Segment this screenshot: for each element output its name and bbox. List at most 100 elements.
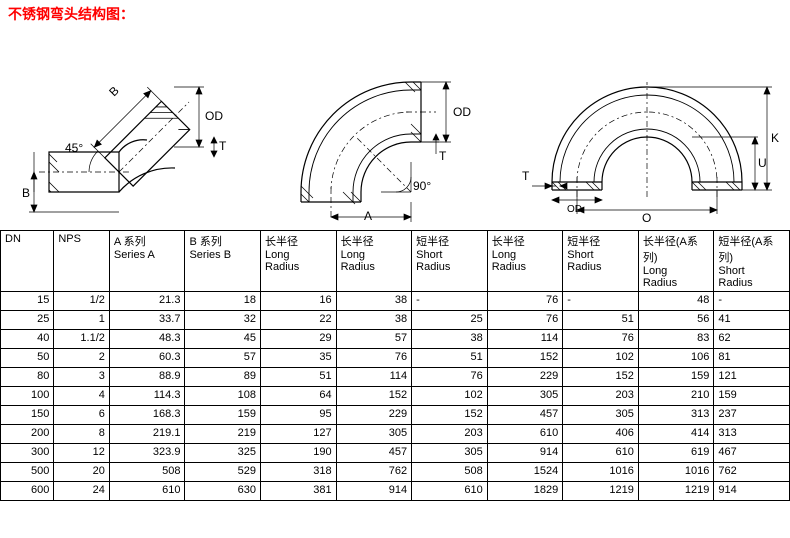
- cell: 610: [487, 425, 563, 444]
- cell: 80: [1, 368, 54, 387]
- cell: 40: [1, 330, 54, 349]
- cell: 25: [412, 311, 488, 330]
- cell: 500: [1, 463, 54, 482]
- label-45deg: 45°: [65, 141, 83, 155]
- cell: 12: [54, 444, 110, 463]
- return-180-svg: T OD O U K: [512, 42, 782, 222]
- table-row: 50020508529318762508152410161016762: [1, 463, 790, 482]
- label-u: U: [758, 156, 767, 170]
- cell: 323.9: [109, 444, 185, 463]
- label-b-top: B: [106, 84, 122, 100]
- cell: 121: [714, 368, 790, 387]
- cell: 325: [185, 444, 261, 463]
- cell: 152: [336, 387, 412, 406]
- table-head: DNNPSA 系列Series AB 系列Series B长半径LongRadi…: [1, 231, 790, 292]
- cell: 762: [336, 463, 412, 482]
- cell: 508: [109, 463, 185, 482]
- cell: 83: [638, 330, 714, 349]
- cell: 610: [109, 482, 185, 501]
- table-row: 1506168.315995229152457305313237: [1, 406, 790, 425]
- dimension-table: DNNPSA 系列Series AB 系列Series B长半径LongRadi…: [0, 230, 790, 501]
- cell: 76: [487, 311, 563, 330]
- cell: -: [714, 292, 790, 311]
- cell: 159: [714, 387, 790, 406]
- cell: 32: [185, 311, 261, 330]
- label-od-2: OD: [453, 105, 471, 119]
- cell: 38: [336, 311, 412, 330]
- label-od-3: OD: [567, 204, 582, 215]
- cell: 210: [638, 387, 714, 406]
- col-header-0: DN: [1, 231, 54, 292]
- cell: 35: [261, 349, 337, 368]
- cell: 1524: [487, 463, 563, 482]
- cell: 76: [487, 292, 563, 311]
- label-t-1: T: [219, 139, 227, 153]
- cell: 22: [261, 311, 337, 330]
- label-od-1: OD: [205, 109, 223, 123]
- cell: 57: [185, 349, 261, 368]
- cell: 914: [487, 444, 563, 463]
- cell: 305: [412, 444, 488, 463]
- cell: 48: [638, 292, 714, 311]
- cell: 38: [336, 292, 412, 311]
- cell: 38: [412, 330, 488, 349]
- cell: 106: [638, 349, 714, 368]
- cell: 508: [412, 463, 488, 482]
- cell: 406: [563, 425, 639, 444]
- elbow-45-svg: B B OD T 45°: [19, 42, 249, 222]
- cell: 21.3: [109, 292, 185, 311]
- diagram-45-elbow: B B OD T 45°: [8, 42, 260, 222]
- page-title: 不锈钢弯头结构图：: [0, 0, 790, 28]
- cell: 159: [638, 368, 714, 387]
- cell: 630: [185, 482, 261, 501]
- cell: 16: [261, 292, 337, 311]
- cell: -: [563, 292, 639, 311]
- cell: 313: [638, 406, 714, 425]
- cell: 41: [714, 311, 790, 330]
- col-header-6: 短半径Short Radius: [412, 231, 488, 292]
- cell: 305: [563, 406, 639, 425]
- cell: 20: [54, 463, 110, 482]
- label-o: O: [642, 211, 651, 222]
- cell: 305: [336, 425, 412, 444]
- cell: 610: [412, 482, 488, 501]
- cell: 600: [1, 482, 54, 501]
- cell: 914: [336, 482, 412, 501]
- cell: 457: [487, 406, 563, 425]
- label-k: K: [771, 131, 779, 145]
- cell: 610: [563, 444, 639, 463]
- elbow-90-svg: OD T A 90°: [261, 42, 511, 222]
- cell: 300: [1, 444, 54, 463]
- cell: 114: [336, 368, 412, 387]
- cell: 1.1/2: [54, 330, 110, 349]
- cell: 25: [1, 311, 54, 330]
- label-t-2: T: [439, 149, 447, 163]
- cell: 152: [412, 406, 488, 425]
- cell: 64: [261, 387, 337, 406]
- cell: 1829: [487, 482, 563, 501]
- cell: 50: [1, 349, 54, 368]
- table-row: 1004114.310864152102305203210159: [1, 387, 790, 406]
- cell: 100: [1, 387, 54, 406]
- col-header-8: 短半径Short Radius: [563, 231, 639, 292]
- cell: 229: [487, 368, 563, 387]
- cell: 127: [261, 425, 337, 444]
- cell: 4: [54, 387, 110, 406]
- table-row: 2008219.1219127305203610406414313: [1, 425, 790, 444]
- cell: 18: [185, 292, 261, 311]
- cell: 414: [638, 425, 714, 444]
- cell: 619: [638, 444, 714, 463]
- cell: 33.7: [109, 311, 185, 330]
- cell: 81: [714, 349, 790, 368]
- table-row: 151/221.3181638-76-48-: [1, 292, 790, 311]
- table-row: 50260.35735765115210210681: [1, 349, 790, 368]
- cell: 15: [1, 292, 54, 311]
- diagram-90-elbow: OD T A 90°: [260, 42, 512, 222]
- cell: 229: [336, 406, 412, 425]
- cell: 6: [54, 406, 110, 425]
- cell: 51: [563, 311, 639, 330]
- cell: 95: [261, 406, 337, 425]
- cell: 467: [714, 444, 790, 463]
- col-header-1: NPS: [54, 231, 110, 292]
- cell: 88.9: [109, 368, 185, 387]
